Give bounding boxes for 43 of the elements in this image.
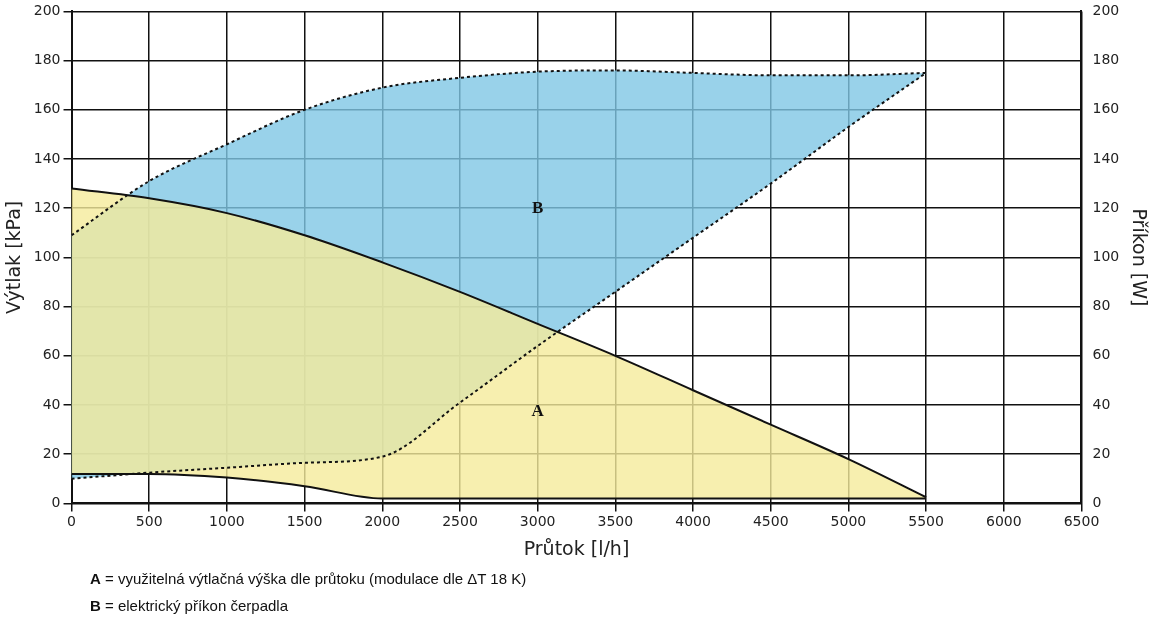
y2-tick-label: 120: [1092, 198, 1120, 215]
x-tick-label: 5000: [830, 513, 867, 530]
y-tick-label: 160: [33, 100, 61, 117]
y2-tick-label: 0: [1092, 494, 1102, 511]
x-tick-label: 0: [67, 513, 76, 530]
text: A = využitelná výtlačná výška dle průtoku (modulace dle ΔT 18 K): [90, 570, 527, 587]
y-tick-label: 0: [51, 494, 61, 511]
x-tick-label: 4000: [675, 513, 711, 530]
series-label: B: [531, 198, 544, 218]
y-tick-label: 140: [33, 149, 61, 166]
y-tick-label: 180: [33, 51, 61, 68]
y-tick-label: 20: [42, 444, 61, 461]
y2-tick-label: 180: [1092, 51, 1120, 68]
x-tick-label: 500: [135, 513, 163, 530]
x-tick-label: 6500: [1063, 513, 1100, 530]
y-tick-label: 40: [42, 395, 61, 412]
y2-tick-label: 80: [1092, 297, 1111, 314]
x-tick-label: 2000: [364, 513, 401, 530]
x-tick-label: 1000: [209, 513, 245, 530]
x-tick-label: 2500: [442, 513, 478, 530]
y-tick-label: 200: [33, 2, 61, 19]
y2-tick-label: 60: [1092, 346, 1111, 363]
y2-tick-label: 40: [1092, 395, 1111, 412]
x-tick-label: 3500: [597, 513, 634, 530]
y-tick-label: 60: [42, 346, 61, 363]
y-tick-label: 80: [42, 297, 61, 314]
y2-axis-title: Příkon [W]: [1128, 208, 1151, 307]
y-tick-label: 120: [33, 198, 61, 215]
y2-tick-label: 100: [1092, 248, 1120, 265]
y2-tick-label: 160: [1092, 100, 1120, 117]
x-tick-label: 3000: [519, 513, 556, 530]
y2-tick-label: 200: [1092, 2, 1120, 19]
series-label: A: [531, 400, 545, 420]
y-axis-title: Výtlak [kPa]: [2, 200, 25, 315]
x-tick-label: 5500: [908, 513, 944, 530]
y-tick-label: 100: [33, 248, 61, 265]
text: B = elektrický příkon čerpadla: [90, 597, 289, 614]
y2-tick-label: 20: [1092, 444, 1111, 461]
y2-tick-label: 140: [1092, 149, 1120, 166]
x-tick-label: 6000: [985, 513, 1022, 530]
x-tick-label: 1500: [286, 513, 323, 530]
x-axis-title: Průtok [l/h]: [523, 536, 630, 559]
x-tick-label: 4500: [752, 513, 789, 530]
